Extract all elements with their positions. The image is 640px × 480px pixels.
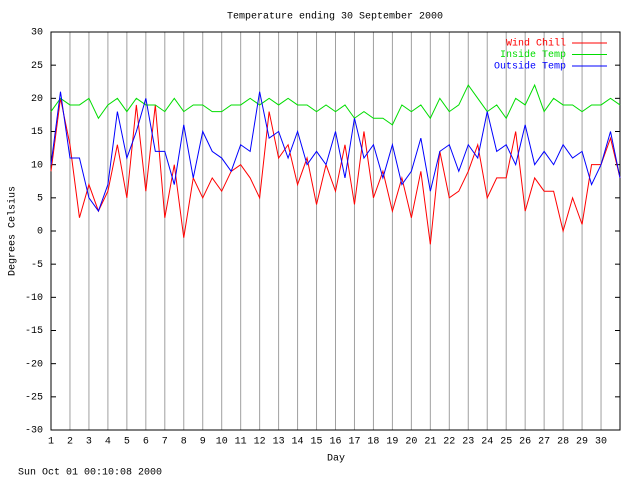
x-axis-label: Day xyxy=(327,454,345,465)
x-tick-label: 24 xyxy=(481,437,493,448)
chart-title: Temperature ending 30 September 2000 xyxy=(227,11,443,23)
x-tick-label: 23 xyxy=(462,437,474,448)
y-tick-label: 25 xyxy=(31,61,43,72)
x-tick-label: 2 xyxy=(67,437,73,448)
x-tick-label: 27 xyxy=(538,437,550,448)
y-tick-label: 10 xyxy=(31,160,43,171)
x-tick-label: 6 xyxy=(143,437,149,448)
x-tick-label: 28 xyxy=(557,437,569,448)
x-tick-label: 26 xyxy=(519,437,531,448)
y-axis-label: Degrees Celsius xyxy=(7,186,19,276)
y-tick-label: 30 xyxy=(31,28,43,39)
series-line xyxy=(50,91,621,213)
x-tick-label: 13 xyxy=(273,437,285,448)
x-tick-label: 21 xyxy=(424,437,436,448)
y-tick-label: 5 xyxy=(37,193,43,204)
x-tick-label: 18 xyxy=(367,437,379,448)
y-tick-label: 15 xyxy=(31,127,43,138)
x-tick-label: 1 xyxy=(48,437,54,448)
series-line xyxy=(50,98,621,245)
x-tick-label: 20 xyxy=(405,437,417,448)
y-tick-label: -5 xyxy=(31,260,43,271)
y-tick-label: -30 xyxy=(25,426,43,437)
x-tick-label: 17 xyxy=(348,437,360,448)
legend-label: Inside Temp xyxy=(500,49,566,61)
x-tick-label: 5 xyxy=(124,437,130,448)
x-tick-label: 9 xyxy=(200,437,206,448)
x-tick-label: 11 xyxy=(235,437,247,448)
x-tick-label: 4 xyxy=(105,437,111,448)
x-tick-label: 10 xyxy=(216,437,228,448)
y-tick-label: -15 xyxy=(25,326,43,337)
x-tick-label: 15 xyxy=(311,437,323,448)
legend-label: Wind Chill xyxy=(506,38,566,50)
x-tick-label: 19 xyxy=(386,437,398,448)
x-tick-label: 30 xyxy=(595,437,607,448)
x-tick-label: 7 xyxy=(162,437,168,448)
x-tick-label: 29 xyxy=(576,437,588,448)
y-tick-label: -10 xyxy=(25,293,43,304)
x-tick-label: 14 xyxy=(292,437,304,448)
x-tick-label: 8 xyxy=(181,437,187,448)
y-tick-label: -25 xyxy=(25,392,43,403)
x-tick-label: 25 xyxy=(500,437,512,448)
y-tick-label: 20 xyxy=(31,94,43,105)
legend-label: Outside Temp xyxy=(494,61,566,73)
y-tick-label: 0 xyxy=(37,227,43,238)
plot-frame xyxy=(50,31,621,431)
x-tick-label: 16 xyxy=(329,437,341,448)
caption: Sun Oct 01 00:10:08 2000 xyxy=(18,468,162,479)
series-line xyxy=(50,83,621,126)
x-tick-label: 22 xyxy=(443,437,455,448)
x-tick-label: 3 xyxy=(86,437,92,448)
x-tick-label: 12 xyxy=(254,437,266,448)
y-tick-label: -20 xyxy=(25,359,43,370)
